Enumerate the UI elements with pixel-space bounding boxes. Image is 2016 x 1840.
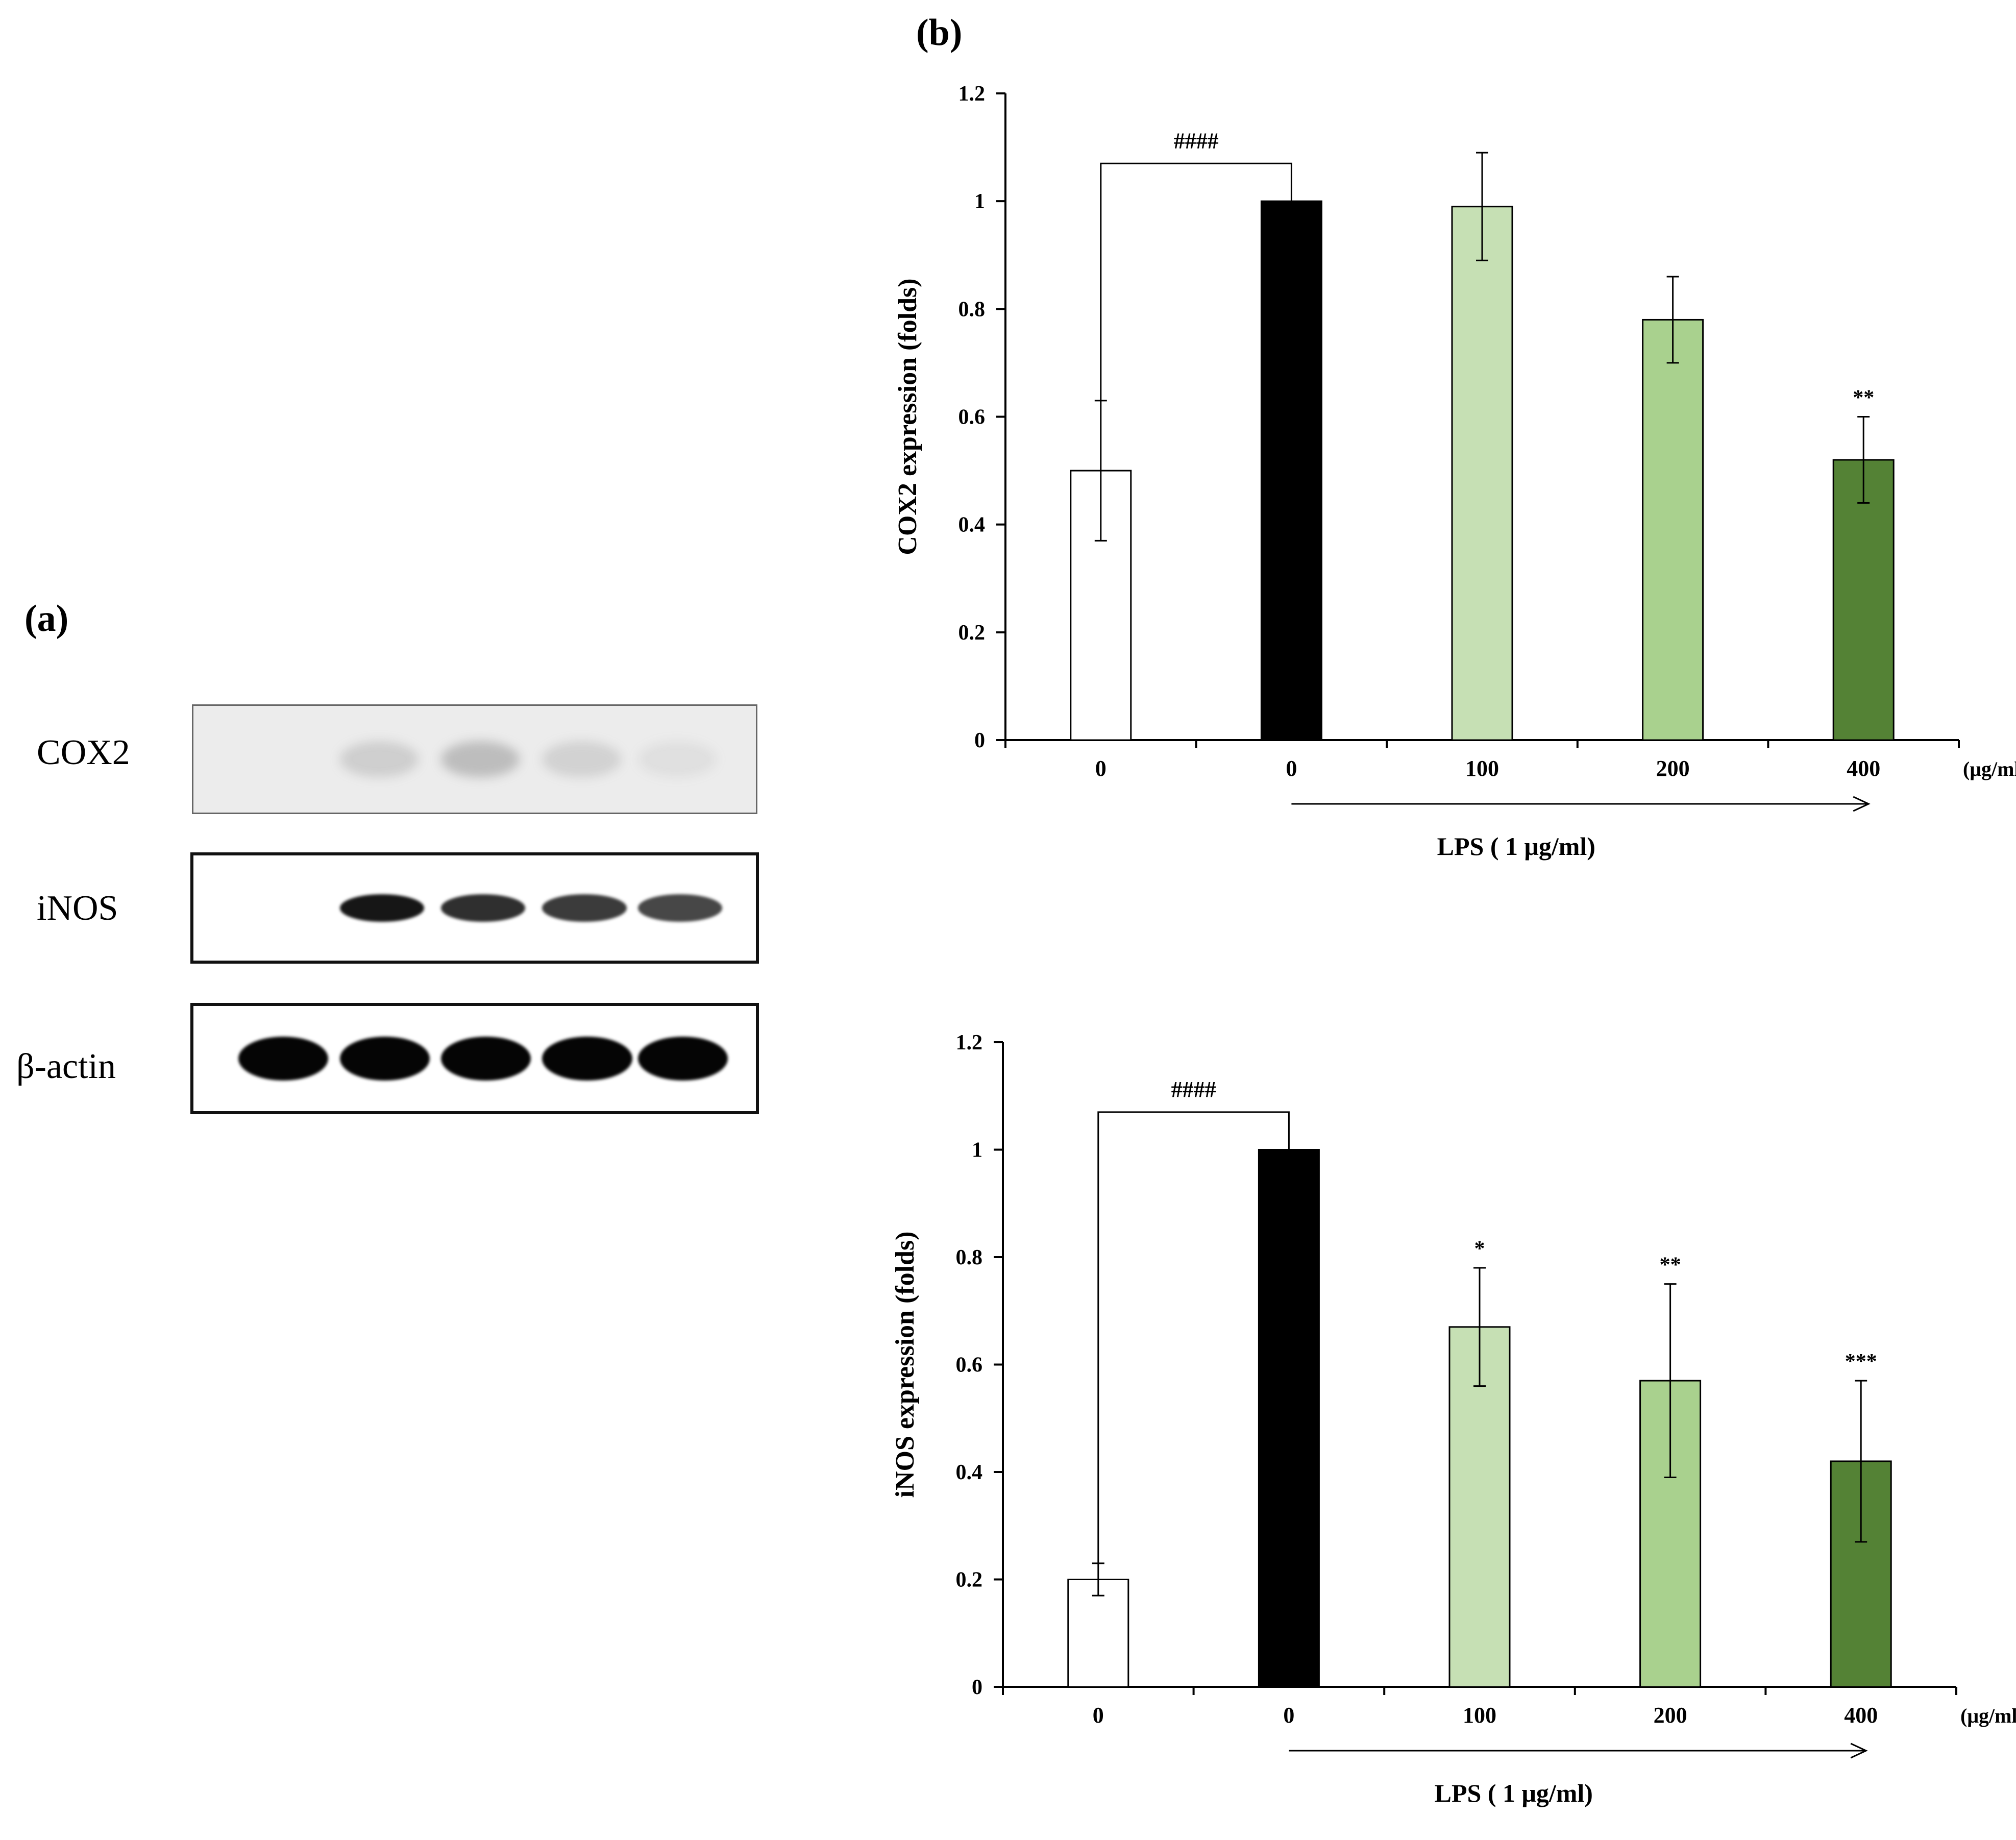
significance-bracket (1097, 1111, 1290, 1563)
y-tick-label: 1.2 (958, 82, 986, 106)
y-tick-label: 1.2 (956, 1031, 983, 1054)
panel-a-label: (a) (24, 598, 69, 640)
bar (1832, 459, 1895, 741)
blot-band (440, 894, 526, 922)
significance-label: ** (1660, 1254, 1681, 1277)
bar (1451, 206, 1513, 741)
y-tick-label: 0.8 (956, 1246, 983, 1269)
category-label: 0 (1093, 1703, 1104, 1728)
significance-label: *** (1845, 1350, 1877, 1373)
y-tick-label: 0.6 (958, 406, 986, 429)
y-tick-label: 0.2 (958, 621, 986, 645)
lps-arrow-head (1853, 796, 1871, 812)
blot-image-actin (190, 1003, 759, 1114)
lps-label: LPS ( 1 μg/ml) (1437, 832, 1595, 861)
blot-band (542, 894, 627, 922)
blot-image-inos (190, 852, 759, 964)
blot-label-actin: β-actin (16, 1047, 116, 1086)
blot-band (339, 1036, 430, 1081)
bracket-label: #### (1171, 1077, 1216, 1102)
y-tick-label: 1 (972, 1139, 982, 1162)
y-tick-label: 0.8 (958, 298, 986, 321)
y-tick-label: 0.4 (956, 1461, 983, 1484)
panel-b-label: (b) (916, 12, 963, 54)
significance-label: * (1474, 1237, 1485, 1261)
blot-band (238, 1036, 329, 1081)
bar (1067, 1579, 1129, 1688)
y-tick-label: 0.4 (958, 513, 986, 537)
blot-band (637, 1036, 728, 1081)
category-label: 0 (1286, 756, 1297, 781)
blot-label-cox2: COX2 (37, 733, 130, 772)
category-label: 200 (1656, 756, 1690, 781)
category-label: 400 (1847, 756, 1880, 781)
bar (1642, 318, 1704, 741)
unit-label: (μg/ml) (1960, 1704, 2016, 1727)
category-label: 0 (1095, 756, 1107, 781)
y-axis-label: iNOS expression (folds) (891, 1232, 920, 1498)
blot-band (542, 1036, 632, 1081)
category-label: 0 (1283, 1703, 1294, 1728)
category-label: 400 (1844, 1703, 1878, 1728)
y-tick-label: 0 (974, 729, 985, 752)
blot-band (339, 894, 424, 922)
y-tick-label: 1 (974, 190, 985, 213)
lps-label: LPS ( 1 μg/ml) (1435, 1779, 1593, 1807)
y-tick-label: 0.2 (956, 1568, 983, 1592)
blot-band (440, 741, 520, 778)
bar (1258, 1149, 1320, 1688)
blot-label-inos: iNOS (37, 889, 118, 928)
significance-bracket (1100, 162, 1292, 401)
blot-image-cox2 (192, 704, 757, 814)
category-label: 100 (1465, 756, 1499, 781)
y-tick-label: 0.6 (956, 1354, 983, 1377)
category-label: 100 (1463, 1703, 1496, 1728)
bracket-label: #### (1174, 128, 1219, 153)
lps-arrow-head (1850, 1743, 1868, 1759)
unit-label: (μg/ml) (1963, 757, 2016, 780)
blot-band (542, 741, 621, 778)
y-axis-label: COX2 expression (folds) (893, 278, 922, 555)
category-label: 200 (1654, 1703, 1687, 1728)
inos-bar-chart: 0 0.2 0.4 0.6 0.8 1 1.2 0 0 * 100 ** 200 *** 400 (μg/ml… (891, 1031, 2016, 1807)
blot-band (637, 741, 717, 778)
blot-band (440, 1036, 531, 1081)
blot-band (339, 741, 419, 778)
bar (1260, 200, 1322, 741)
bar (1448, 1326, 1511, 1688)
cox2-bar-chart: 0 0.2 0.4 0.6 0.8 1 1.2 0 0 100 200 ** 400 (μg/ml) ###… (893, 82, 2016, 861)
blot-band (637, 894, 722, 922)
significance-label: ** (1853, 386, 1874, 410)
y-tick-label: 0 (972, 1676, 982, 1699)
